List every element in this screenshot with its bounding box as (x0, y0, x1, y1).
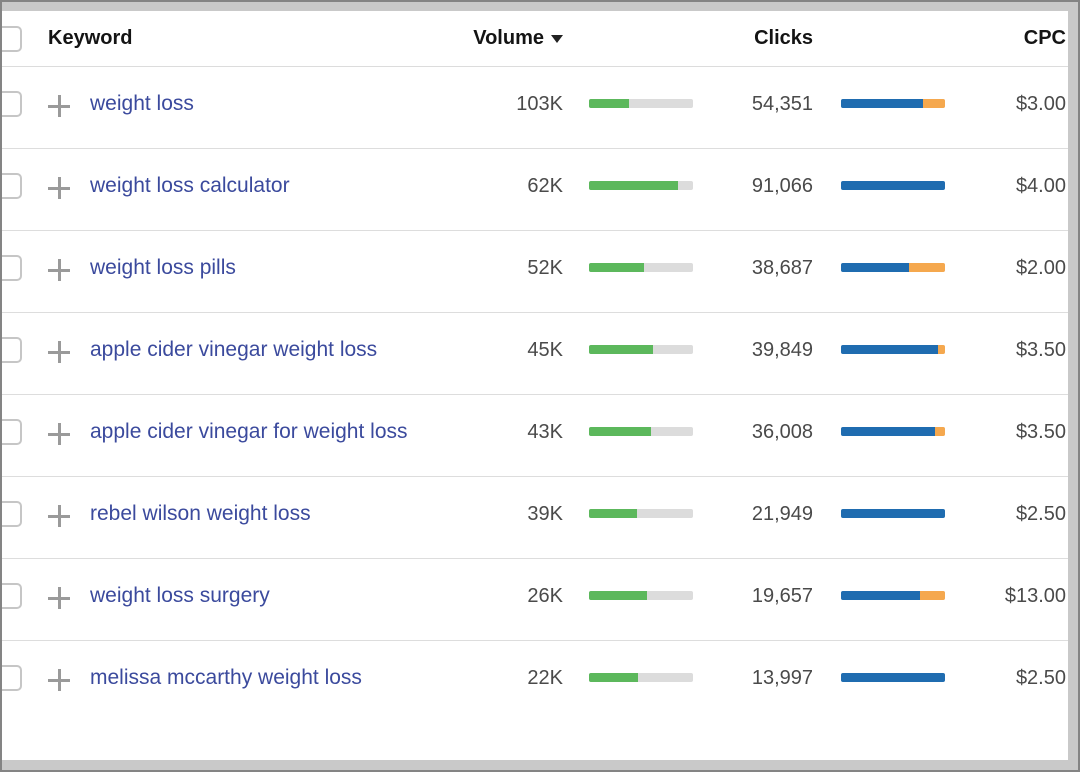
table-row: weight loss 103K 54,351 $3.00 (2, 67, 1068, 149)
cpc-value: $2.50 (1015, 503, 1066, 525)
keyword-link[interactable]: apple cider vinegar for weight loss (90, 420, 408, 443)
row-checkbox[interactable] (2, 419, 22, 445)
select-all-checkbox[interactable] (2, 25, 22, 52)
volume-bar (589, 263, 693, 272)
volume-bar (589, 673, 693, 682)
clicks-bar (841, 263, 945, 272)
volume-value: 39K (527, 503, 563, 525)
clicks-bar (841, 509, 945, 518)
clicks-value: 54,351 (751, 93, 813, 115)
row-checkbox[interactable] (2, 337, 22, 363)
clicks-bar (841, 591, 945, 600)
clicks-bar (841, 427, 945, 436)
cpc-value: $2.00 (1015, 257, 1066, 279)
table-row: apple cider vinegar weight loss 45K 39,8… (2, 313, 1068, 395)
table-row: weight loss calculator 62K 91,066 $4.00 (2, 149, 1068, 231)
row-checkbox[interactable] (2, 91, 22, 117)
cpc-value: $3.50 (1015, 421, 1066, 443)
clicks-value: 91,066 (751, 175, 813, 197)
volume-bar (589, 509, 693, 518)
table-header-row: Keyword Volume Clicks CPC (2, 11, 1068, 67)
column-header-clicks[interactable]: Clicks (754, 27, 813, 49)
volume-bar (589, 345, 693, 354)
row-checkbox[interactable] (2, 501, 22, 527)
volume-value: 103K (516, 93, 563, 115)
table-row: rebel wilson weight loss 39K 21,949 $2.5… (2, 477, 1068, 559)
clicks-bar (841, 181, 945, 190)
clicks-value: 39,849 (751, 339, 813, 361)
keyword-table: Keyword Volume Clicks CPC weight loss 10… (2, 11, 1068, 760)
add-keyword-plus-icon[interactable] (48, 177, 70, 199)
row-checkbox[interactable] (2, 173, 22, 199)
add-keyword-plus-icon[interactable] (48, 95, 70, 117)
add-keyword-plus-icon[interactable] (48, 587, 70, 609)
table-row: weight loss pills 52K 38,687 $2.00 (2, 231, 1068, 313)
cpc-value: $2.50 (1015, 667, 1066, 689)
cpc-value: $3.50 (1015, 339, 1066, 361)
volume-bar (589, 427, 693, 436)
clicks-value: 13,997 (751, 667, 813, 689)
table-body: weight loss 103K 54,351 $3.00 weight los… (2, 67, 1068, 722)
table-row: weight loss surgery 26K 19,657 $13.00 (2, 559, 1068, 641)
header-checkbox-cell (2, 25, 48, 52)
keyword-link[interactable]: apple cider vinegar weight loss (90, 338, 378, 361)
volume-bar (589, 181, 693, 190)
cpc-value: $13.00 (1004, 585, 1066, 607)
cpc-value: $4.00 (1015, 175, 1066, 197)
volume-value: 52K (527, 257, 563, 279)
column-header-keyword[interactable]: Keyword (48, 27, 133, 49)
clicks-value: 38,687 (751, 257, 813, 279)
volume-value: 43K (527, 421, 563, 443)
add-keyword-plus-icon[interactable] (48, 341, 70, 363)
table-row: apple cider vinegar for weight loss 43K … (2, 395, 1068, 477)
row-checkbox[interactable] (2, 583, 22, 609)
add-keyword-plus-icon[interactable] (48, 669, 70, 691)
keyword-link[interactable]: weight loss surgery (90, 584, 270, 607)
add-keyword-plus-icon[interactable] (48, 259, 70, 281)
keyword-link[interactable]: weight loss pills (90, 256, 236, 279)
sort-desc-icon (551, 34, 563, 43)
clicks-bar (841, 99, 945, 108)
keyword-link[interactable]: weight loss (90, 92, 194, 115)
row-checkbox[interactable] (2, 665, 22, 691)
keyword-link[interactable]: weight loss calculator (90, 174, 290, 197)
clicks-bar (841, 673, 945, 682)
keyword-link[interactable]: rebel wilson weight loss (90, 502, 311, 525)
column-header-cpc[interactable]: CPC (1023, 27, 1066, 49)
keyword-link[interactable]: melissa mccarthy weight loss (90, 666, 362, 689)
add-keyword-plus-icon[interactable] (48, 423, 70, 445)
clicks-value: 36,008 (751, 421, 813, 443)
clicks-value: 21,949 (751, 503, 813, 525)
add-keyword-plus-icon[interactable] (48, 505, 70, 527)
volume-value: 22K (527, 667, 563, 689)
row-checkbox[interactable] (2, 255, 22, 281)
volume-value: 45K (527, 339, 563, 361)
volume-value: 26K (527, 585, 563, 607)
clicks-bar (841, 345, 945, 354)
volume-bar (589, 591, 693, 600)
cpc-value: $3.00 (1015, 93, 1066, 115)
table-row: melissa mccarthy weight loss 22K 13,997 … (2, 641, 1068, 722)
column-header-volume[interactable]: Volume (453, 27, 563, 50)
clicks-value: 19,657 (751, 585, 813, 607)
volume-bar (589, 99, 693, 108)
volume-value: 62K (527, 175, 563, 197)
